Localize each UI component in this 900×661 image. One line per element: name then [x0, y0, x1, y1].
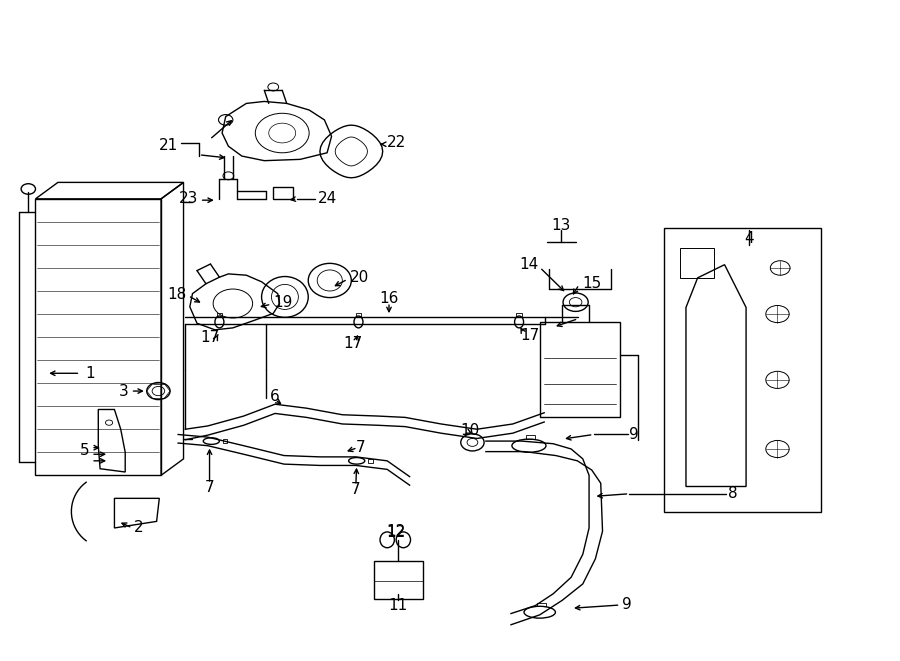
Text: 1: 1 [85, 366, 94, 381]
Bar [356, 313, 361, 317]
Text: 17: 17 [520, 329, 539, 343]
Text: 22: 22 [387, 135, 407, 150]
Bar [517, 313, 522, 317]
Text: 7: 7 [204, 480, 214, 494]
Bar [368, 459, 373, 463]
Bar [680, 249, 714, 278]
Text: 23: 23 [178, 191, 198, 206]
Text: 10: 10 [460, 423, 480, 438]
Text: 17: 17 [200, 330, 220, 344]
Text: 12: 12 [386, 525, 406, 540]
Text: 14: 14 [519, 257, 539, 272]
Bar [374, 561, 423, 599]
Bar [274, 187, 293, 199]
Text: 17: 17 [344, 336, 363, 351]
Text: 9: 9 [622, 598, 632, 613]
Text: 20: 20 [349, 270, 369, 286]
Text: 5: 5 [80, 444, 89, 459]
Text: 9: 9 [629, 427, 639, 442]
Text: 21: 21 [159, 138, 178, 153]
Bar [223, 439, 228, 443]
Text: 4: 4 [744, 231, 753, 246]
Bar [217, 313, 222, 317]
Text: 7: 7 [356, 440, 365, 455]
Text: 24: 24 [318, 191, 338, 206]
Text: 19: 19 [274, 295, 292, 311]
Bar [663, 229, 821, 512]
Bar [537, 603, 546, 606]
Text: 18: 18 [167, 287, 186, 302]
Bar [526, 435, 536, 439]
Text: 2: 2 [134, 520, 144, 535]
Text: 6: 6 [270, 389, 280, 404]
Text: 16: 16 [379, 292, 399, 307]
Text: 8: 8 [728, 486, 738, 501]
Text: 3: 3 [119, 383, 129, 399]
Text: 7: 7 [351, 483, 361, 497]
Text: 15: 15 [582, 276, 601, 291]
Text: 11: 11 [388, 598, 408, 613]
Bar [540, 322, 620, 417]
Text: 13: 13 [552, 217, 571, 233]
Text: 12: 12 [386, 524, 406, 539]
Bar [35, 199, 161, 475]
